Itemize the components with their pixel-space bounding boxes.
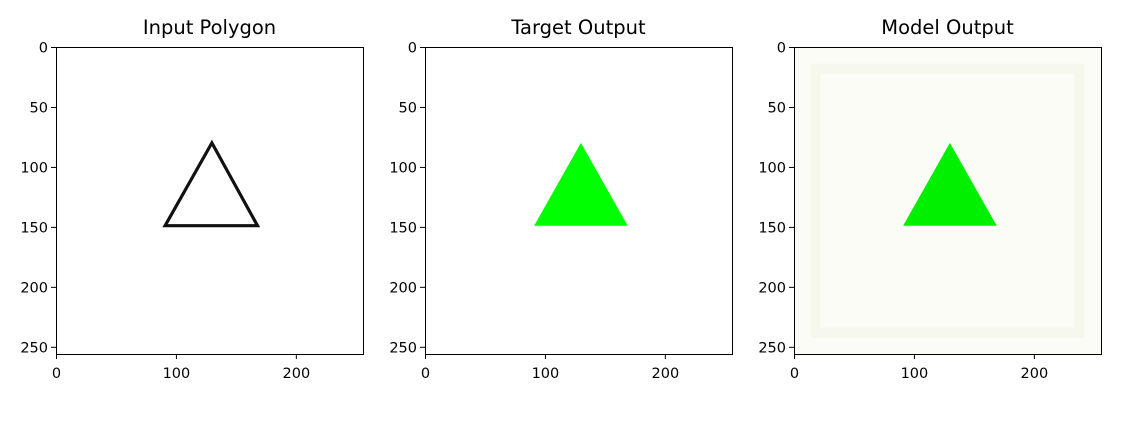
triangle-outline — [162, 139, 261, 228]
y-tick-label: 150 — [20, 220, 48, 236]
panel-2: Target Output 0 100 200 0 50 100 150 200 250 — [389, 16, 733, 382]
x-tick-label: 200 — [652, 366, 680, 382]
x-tick-label: 100 — [532, 366, 560, 382]
panel-title: Model Output — [881, 16, 1014, 39]
image-tint — [810, 63, 1085, 338]
y-tick-label: 50 — [30, 100, 48, 116]
y-tick-label: 200 — [20, 280, 48, 296]
axes-frame — [425, 47, 733, 355]
panel-title: Target Output — [510, 16, 646, 39]
y-tick-label: 0 — [39, 41, 48, 57]
y-tick-label: 200 — [758, 280, 786, 296]
x-tick-label: 100 — [163, 366, 191, 382]
x-tick-label: 0 — [790, 366, 799, 382]
y-tick-label: 150 — [758, 220, 786, 236]
triangle-filled — [534, 142, 628, 226]
axes-frame — [794, 47, 1102, 355]
x-tick-label: 100 — [901, 366, 929, 382]
y-tick-label: 200 — [389, 280, 417, 296]
panel-title: Input Polygon — [143, 16, 276, 39]
panel-1: Input Polygon 0 100 200 0 50 100 150 200 250 — [20, 16, 364, 382]
image-background — [56, 47, 363, 354]
y-tick-label: 250 — [758, 340, 786, 356]
y-tick-label: 0 — [408, 41, 417, 57]
y-tick-label: 50 — [399, 100, 417, 116]
x-tick-label: 0 — [52, 366, 61, 382]
x-tick-label: 200 — [1021, 366, 1049, 382]
y-tick-label: 250 — [20, 340, 48, 356]
y-tick-label: 100 — [758, 160, 786, 176]
panel-3: Model Output 0 100 200 0 50 100 150 200 250 — [758, 16, 1102, 382]
y-tick-label: 100 — [389, 160, 417, 176]
y-tick-label: 100 — [20, 160, 48, 176]
y-tick-label: 0 — [777, 41, 786, 57]
triangle-filled — [903, 142, 997, 226]
y-tick-label: 50 — [768, 100, 786, 116]
x-tick-label: 200 — [283, 366, 311, 382]
y-tick-label: 150 — [389, 220, 417, 236]
y-tick-label: 250 — [389, 340, 417, 356]
axes-frame — [56, 47, 364, 355]
x-tick-label: 0 — [421, 366, 430, 382]
